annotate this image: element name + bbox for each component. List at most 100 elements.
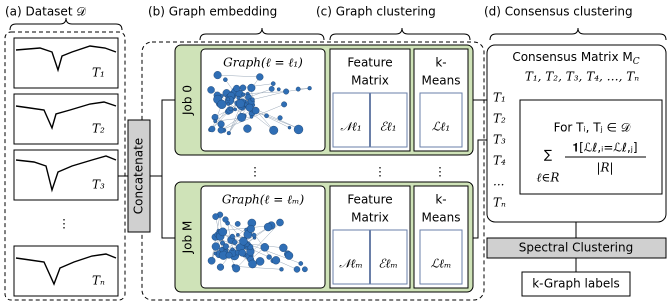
kmeans-title: Means bbox=[422, 211, 461, 225]
matrix-row-label: T₂ bbox=[493, 112, 506, 126]
section-title: (c) Graph clustering bbox=[316, 5, 436, 19]
graph-node bbox=[229, 107, 233, 111]
graph-node bbox=[232, 265, 240, 273]
graph-node bbox=[269, 86, 274, 91]
consensus-title-sub: C bbox=[633, 57, 640, 67]
graph-node bbox=[256, 257, 264, 265]
graph-node bbox=[250, 115, 253, 118]
graph-node bbox=[296, 87, 300, 91]
graph-node bbox=[285, 252, 293, 260]
graph-node bbox=[232, 240, 237, 245]
graph-node bbox=[220, 241, 225, 246]
matrix-row-label: Tₙ bbox=[493, 196, 506, 210]
series-label: T₁ bbox=[92, 66, 105, 80]
feature-title: Feature bbox=[347, 193, 392, 207]
feature-name: 𝒩ℓₘ bbox=[339, 257, 363, 271]
graph-node bbox=[279, 267, 283, 271]
graph-node bbox=[237, 96, 241, 100]
graph-node bbox=[226, 252, 232, 258]
graph-node bbox=[237, 113, 245, 121]
graph-node bbox=[231, 248, 234, 251]
graph-node bbox=[208, 257, 215, 264]
braces bbox=[10, 18, 666, 40]
ellipsis: ⋮ bbox=[434, 165, 446, 179]
graph-node bbox=[248, 84, 256, 92]
cluster-labels: ℒℓ₁ bbox=[432, 120, 450, 134]
graph-node bbox=[230, 234, 235, 239]
graph-node bbox=[226, 98, 230, 102]
graph-node bbox=[272, 256, 280, 264]
graph-node bbox=[267, 255, 272, 260]
graph-node bbox=[247, 225, 255, 233]
series-label: T₂ bbox=[92, 122, 105, 136]
graph-node bbox=[308, 86, 312, 90]
graph-node bbox=[218, 127, 224, 133]
graph-node bbox=[212, 243, 220, 251]
kmeans-title: Means bbox=[422, 74, 461, 88]
graph-node bbox=[227, 103, 230, 106]
ellipsis: ⋮ bbox=[249, 165, 261, 179]
consensus-title-main: Consensus Matrix M bbox=[512, 50, 632, 64]
graph-node bbox=[276, 219, 283, 226]
formula-numerator: 𝟏[ℒℓ,ᵢ=ℒℓ,ⱼ] bbox=[572, 141, 637, 155]
graph-node bbox=[214, 119, 217, 122]
graph-node bbox=[240, 85, 246, 91]
graph-node bbox=[214, 71, 222, 79]
graph-node bbox=[223, 217, 229, 223]
output-label: k-Graph labels bbox=[532, 277, 620, 291]
formula-condition: For Tᵢ, Tⱼ ∈ 𝒟 bbox=[554, 121, 631, 135]
graph-node bbox=[251, 98, 255, 102]
graph-node bbox=[214, 252, 217, 255]
graph-node bbox=[248, 260, 256, 268]
graph-node bbox=[236, 233, 239, 236]
graph-node bbox=[294, 125, 303, 134]
section-title: (d) Consensus clustering bbox=[484, 5, 633, 19]
graph-node bbox=[261, 243, 269, 251]
graph-node bbox=[223, 78, 227, 82]
formula-sum: ∑ bbox=[544, 148, 552, 162]
graph-node bbox=[208, 86, 215, 93]
graph-node bbox=[234, 108, 237, 111]
graph-node bbox=[219, 228, 227, 236]
section-title: (a) Dataset 𝒟 bbox=[5, 5, 86, 19]
graph-node bbox=[277, 88, 280, 91]
graph-node bbox=[252, 233, 256, 237]
feature-title: Feature bbox=[347, 56, 392, 70]
formula-index: ℓ∈R bbox=[537, 171, 560, 185]
graph-node bbox=[217, 100, 226, 109]
section-title: (b) Graph embedding bbox=[148, 5, 277, 19]
graph-node bbox=[252, 107, 259, 114]
formula-denominator: |R| bbox=[596, 161, 613, 175]
feature-title: Matrix bbox=[351, 211, 389, 225]
matrix-row-label: T₁ bbox=[493, 91, 506, 105]
graph-node bbox=[283, 89, 289, 95]
series-label: T₃ bbox=[92, 178, 105, 192]
graph-node bbox=[264, 223, 272, 231]
graph-node bbox=[219, 247, 224, 252]
feature-title: Matrix bbox=[351, 74, 389, 88]
graph-node bbox=[227, 131, 231, 135]
graph-node bbox=[239, 249, 246, 256]
job-label: Job M bbox=[181, 221, 195, 255]
graph-node bbox=[209, 126, 215, 132]
graph-node bbox=[217, 264, 224, 271]
series-label: Tₙ bbox=[92, 274, 105, 288]
graph-node bbox=[302, 267, 307, 272]
consensus-header: T₁, T₂, T₃, T₄, …, Tₙ bbox=[525, 70, 639, 84]
graph-node bbox=[278, 116, 283, 121]
diagram: (a) Dataset 𝒟 (b) Graph embedding (c) Gr… bbox=[0, 0, 671, 303]
graph-node bbox=[279, 244, 287, 252]
feature-name: 𝒩ℓ₁ bbox=[340, 120, 361, 134]
matrix-row-label: T₄ bbox=[493, 154, 506, 168]
ellipsis: ⋮ bbox=[374, 165, 386, 179]
graph-node bbox=[281, 102, 286, 107]
graph-node bbox=[243, 125, 251, 133]
matrix-row-label: T₃ bbox=[493, 133, 506, 147]
job-label: Job 0 bbox=[181, 85, 195, 116]
matrix-row-label: ... bbox=[493, 175, 504, 189]
kmeans-title: k- bbox=[435, 56, 446, 70]
graph-node bbox=[288, 126, 291, 129]
graph-node bbox=[294, 266, 300, 272]
kmeans-title: k- bbox=[435, 193, 446, 207]
graph-node bbox=[269, 126, 278, 135]
